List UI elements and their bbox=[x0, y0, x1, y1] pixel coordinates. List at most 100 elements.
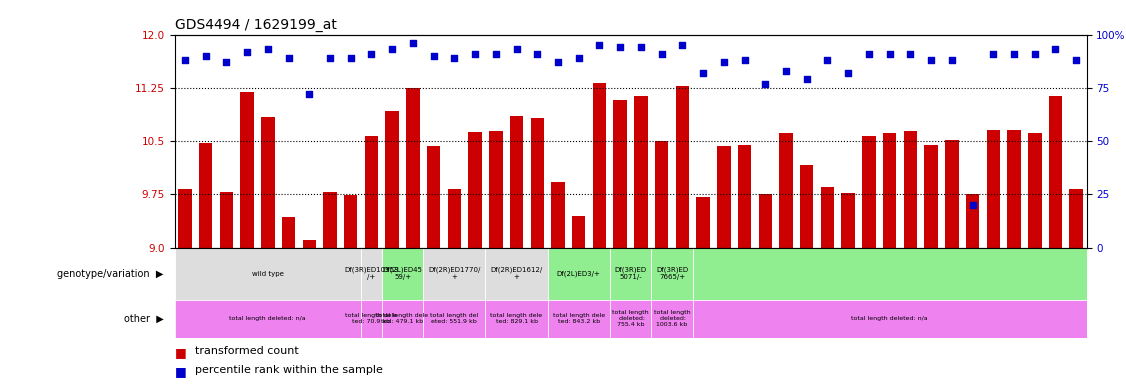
Bar bbox=[696, 197, 709, 248]
Bar bbox=[365, 136, 378, 248]
Point bbox=[508, 46, 526, 53]
Bar bbox=[448, 189, 462, 248]
Text: percentile rank within the sample: percentile rank within the sample bbox=[195, 365, 383, 375]
Bar bbox=[863, 136, 876, 248]
Point bbox=[590, 42, 608, 48]
Text: total length
 deleted:
1003.6 kb: total length deleted: 1003.6 kb bbox=[654, 310, 690, 327]
Bar bbox=[547, 248, 610, 300]
Text: total length dele
ted: 479.1 kb: total length dele ted: 479.1 kb bbox=[376, 313, 429, 324]
Point bbox=[715, 59, 733, 65]
Bar bbox=[427, 146, 440, 248]
Bar bbox=[883, 132, 896, 248]
Text: total length deleted: n/a: total length deleted: n/a bbox=[851, 316, 928, 321]
Bar bbox=[382, 300, 423, 338]
Bar bbox=[924, 145, 938, 248]
Bar bbox=[799, 165, 813, 248]
Point bbox=[694, 70, 712, 76]
Text: other  ▶: other ▶ bbox=[124, 314, 163, 324]
Bar bbox=[220, 192, 233, 248]
Bar bbox=[199, 142, 213, 248]
Point bbox=[528, 51, 546, 57]
Text: Df(3R)ED
7665/+: Df(3R)ED 7665/+ bbox=[656, 267, 688, 280]
Point bbox=[197, 53, 215, 59]
Text: Df(2L)ED45
59/+: Df(2L)ED45 59/+ bbox=[383, 267, 422, 280]
Point bbox=[363, 51, 381, 57]
Point bbox=[942, 57, 960, 63]
Point bbox=[902, 51, 920, 57]
Point bbox=[611, 44, 629, 50]
Bar bbox=[692, 300, 1087, 338]
Text: Df(2L)ED3/+: Df(2L)ED3/+ bbox=[556, 270, 600, 277]
Point bbox=[301, 91, 319, 97]
Point bbox=[839, 70, 857, 76]
Point bbox=[735, 57, 753, 63]
Bar bbox=[655, 141, 669, 248]
Point bbox=[1006, 51, 1024, 57]
Text: wild type: wild type bbox=[252, 271, 284, 276]
Bar bbox=[1008, 131, 1021, 248]
Bar bbox=[423, 248, 485, 300]
Text: total length dele
ted: 843.2 kb: total length dele ted: 843.2 kb bbox=[553, 313, 605, 324]
Point bbox=[383, 46, 401, 53]
Bar bbox=[530, 118, 544, 248]
Bar bbox=[904, 131, 918, 248]
Point bbox=[984, 51, 1002, 57]
Point bbox=[797, 76, 815, 83]
Text: total length dele
ted: 829.1 kb: total length dele ted: 829.1 kb bbox=[491, 313, 543, 324]
Point bbox=[486, 51, 504, 57]
Bar bbox=[468, 132, 482, 248]
Text: Df(3R)ED
5071/-: Df(3R)ED 5071/- bbox=[615, 267, 646, 280]
Point bbox=[673, 42, 691, 48]
Bar bbox=[717, 146, 731, 248]
Bar bbox=[692, 248, 1087, 300]
Bar bbox=[323, 192, 337, 248]
Bar bbox=[178, 189, 191, 248]
Bar bbox=[485, 300, 547, 338]
Bar bbox=[634, 96, 647, 248]
Bar bbox=[343, 195, 357, 248]
Bar bbox=[759, 194, 772, 248]
Text: transformed count: transformed count bbox=[195, 346, 298, 356]
Text: total length del
eted: 551.9 kb: total length del eted: 551.9 kb bbox=[430, 313, 479, 324]
Point bbox=[341, 55, 359, 61]
Bar bbox=[651, 300, 692, 338]
Bar bbox=[821, 187, 834, 248]
Point bbox=[176, 57, 194, 63]
Bar bbox=[385, 111, 399, 248]
Point bbox=[964, 202, 982, 208]
Point bbox=[1046, 46, 1064, 53]
Bar bbox=[240, 92, 253, 248]
Bar bbox=[1070, 189, 1083, 248]
Text: total length
 deleted:
755.4 kb: total length deleted: 755.4 kb bbox=[613, 310, 649, 327]
Point bbox=[632, 44, 650, 50]
Bar bbox=[1028, 133, 1042, 248]
Point bbox=[757, 81, 775, 87]
Text: genotype/variation  ▶: genotype/variation ▶ bbox=[57, 268, 163, 279]
Point bbox=[321, 55, 339, 61]
Bar bbox=[1048, 96, 1062, 248]
Bar bbox=[175, 300, 361, 338]
Bar bbox=[610, 300, 651, 338]
Bar bbox=[175, 248, 361, 300]
Bar bbox=[572, 216, 586, 248]
Bar bbox=[614, 100, 627, 248]
Bar bbox=[651, 248, 692, 300]
Point bbox=[922, 57, 940, 63]
Point bbox=[860, 51, 878, 57]
Bar bbox=[779, 132, 793, 248]
Text: Df(2R)ED1770/
+: Df(2R)ED1770/ + bbox=[428, 267, 481, 280]
Bar bbox=[261, 117, 275, 248]
Point bbox=[777, 68, 795, 74]
Point bbox=[819, 57, 837, 63]
Bar bbox=[592, 83, 606, 248]
Point bbox=[217, 59, 235, 65]
Bar bbox=[510, 116, 524, 248]
Bar bbox=[282, 217, 295, 248]
Text: Df(2R)ED1612/
+: Df(2R)ED1612/ + bbox=[491, 267, 543, 280]
Bar bbox=[676, 86, 689, 248]
Point bbox=[404, 40, 422, 46]
Bar bbox=[610, 248, 651, 300]
Point bbox=[259, 46, 277, 53]
Text: Df(3R)ED10953
/+: Df(3R)ED10953 /+ bbox=[345, 267, 399, 280]
Point bbox=[279, 55, 297, 61]
